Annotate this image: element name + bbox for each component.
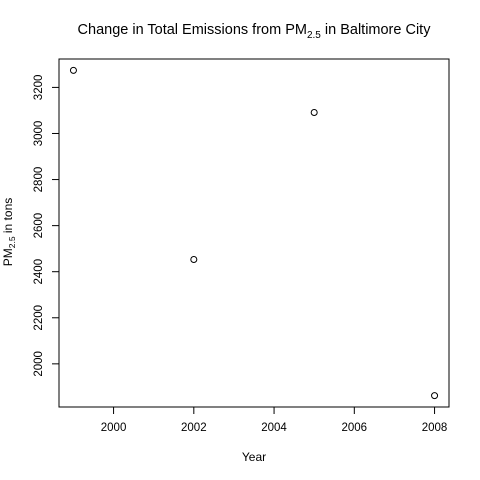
chart-title: Change in Total Emissions from PM2.5 in … — [78, 22, 432, 41]
x-tick-label: 2008 — [422, 422, 448, 434]
data-points — [69, 66, 439, 400]
y-tick-label: 2600 — [33, 213, 45, 239]
x-tick-label: 2002 — [181, 422, 207, 434]
x-tick-label: 2000 — [101, 422, 127, 434]
y-tick-label: 3200 — [33, 75, 45, 101]
y-axis: 2000 2200 2400 2600 2800 3000 3200 — [33, 75, 59, 377]
x-tick-label: 2006 — [342, 422, 368, 434]
y-tick-label: 2400 — [33, 259, 45, 285]
data-point — [310, 109, 318, 117]
data-point — [190, 255, 198, 263]
y-tick-label: 2000 — [33, 351, 45, 377]
plot-frame — [58, 58, 450, 408]
y-tick-label: 3000 — [33, 121, 45, 147]
data-point — [69, 66, 77, 74]
x-tick-label: 2004 — [261, 422, 287, 434]
data-point — [431, 392, 439, 400]
x-axis-label: Year — [242, 450, 266, 464]
y-tick-label: 2200 — [33, 305, 45, 331]
y-tick-label: 2800 — [33, 167, 45, 193]
y-axis-label: PM2.5 in tons — [1, 198, 17, 267]
x-axis: 2000 2002 2004 2006 2008 — [101, 407, 448, 434]
